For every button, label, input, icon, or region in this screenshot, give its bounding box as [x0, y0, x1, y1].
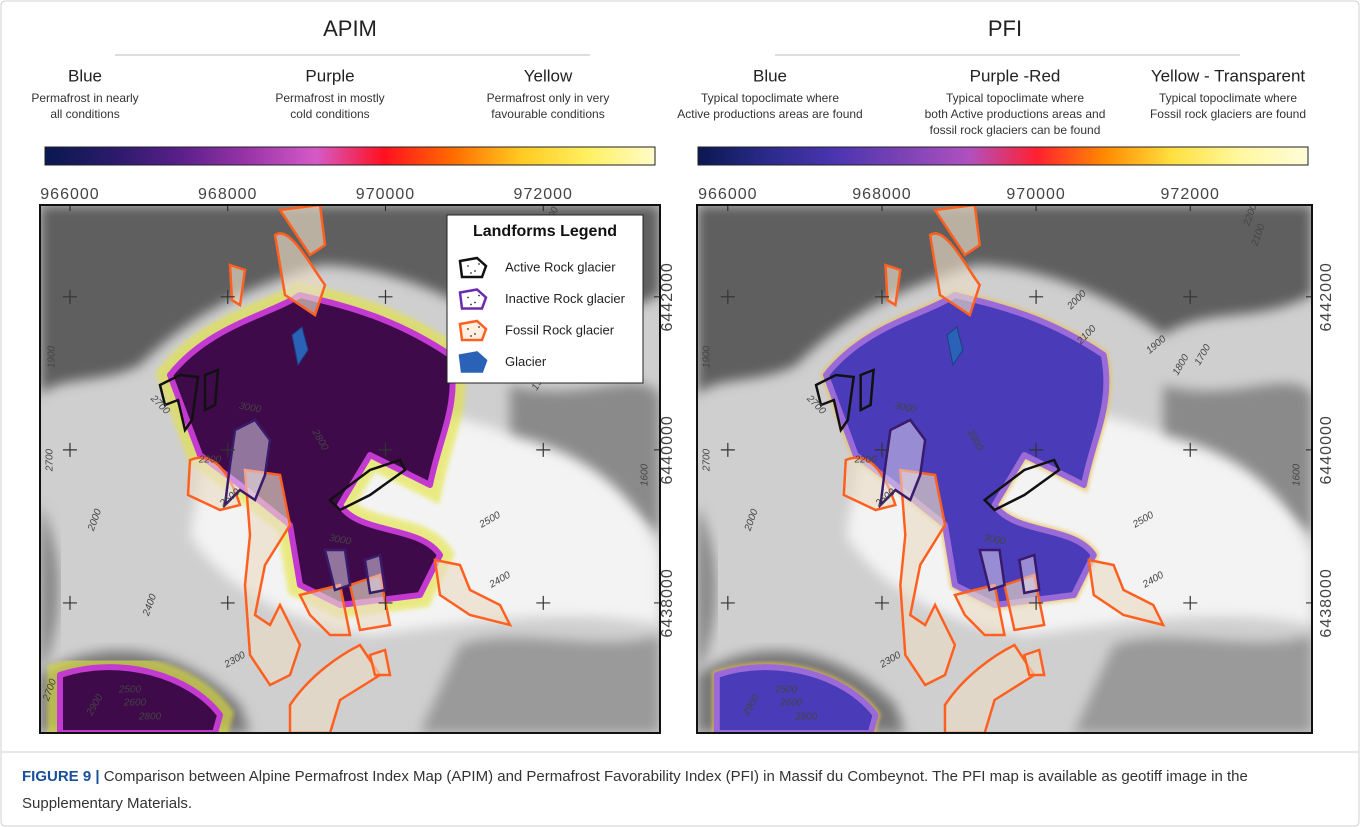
legend-description: Permafrost in mostly	[275, 91, 384, 105]
legend-heading: Yellow - Transparent	[1151, 66, 1306, 85]
legend-item: Glacier	[505, 354, 547, 369]
contour-label: 2800	[794, 712, 817, 723]
legend-description: Fossil rock glaciers are found	[1150, 107, 1306, 121]
contour-label: 2200	[198, 455, 222, 466]
legend-item: Inactive Rock glacier	[505, 291, 626, 306]
legend-description: Active productions areas are found	[677, 107, 862, 121]
x-tick-label: 966000	[40, 186, 99, 203]
contour-label: 1900	[702, 345, 713, 368]
panel-title: PFI	[988, 16, 1022, 41]
contour-label: 2500	[118, 685, 142, 696]
legend-icon-dot	[478, 295, 480, 297]
contour-label: 2600	[123, 698, 147, 709]
colorbar	[698, 147, 1308, 165]
contour-label: 2500	[774, 685, 797, 696]
legend-icon-dot	[474, 270, 476, 272]
legend-description: Permafrost in nearly	[31, 91, 138, 105]
x-tick-label: 970000	[356, 186, 415, 203]
x-tick-label: 968000	[852, 186, 911, 203]
legend-item: Fossil Rock glacier	[505, 322, 615, 337]
x-tick-label: 966000	[698, 186, 757, 203]
caption: FIGURE 9 | Comparison between Alpine Per…	[22, 763, 1340, 817]
x-tick-label: 972000	[1161, 186, 1220, 203]
contour-label: 2600	[779, 698, 802, 709]
x-tick-label: 970000	[1006, 186, 1065, 203]
legend-item: Active Rock glacier	[505, 259, 616, 274]
page: APIM Blue Permafrost in nearly all conditio…	[0, 0, 1360, 827]
y-tick-label: 6442000	[659, 262, 676, 331]
legend-heading: Blue	[753, 66, 787, 85]
legend-heading: Purple	[305, 66, 354, 85]
x-tick-label: 972000	[514, 186, 573, 203]
legend-description: Typical topoclimate where	[1159, 91, 1297, 105]
legend-icon-dot	[470, 304, 472, 306]
contour-label: 1900	[47, 345, 58, 368]
legend-heading: Blue	[68, 66, 102, 85]
legend-icon-dot	[474, 333, 476, 335]
legend-icon-dot	[470, 272, 472, 274]
contour-label: 1600	[1292, 463, 1303, 486]
fossil-rock-glacier	[370, 650, 390, 675]
contour-label: 2800	[138, 712, 162, 723]
panel-title: APIM	[323, 16, 377, 41]
y-tick-label: 6438000	[659, 568, 676, 637]
legend-description: Permafrost only in very	[487, 91, 610, 105]
colorbar	[45, 147, 655, 165]
legend-icon-dot	[467, 328, 469, 330]
legend-description: both Active productions areas and	[925, 107, 1106, 121]
legend-icon-dot	[478, 326, 480, 328]
contour-label: 1600	[640, 463, 651, 486]
legend-icon-dot	[467, 297, 469, 299]
legend-description: cold conditions	[290, 107, 369, 121]
figure: APIM Blue Permafrost in nearly all conditio…	[0, 0, 1360, 827]
legend-description: all conditions	[50, 107, 119, 121]
y-tick-label: 6442000	[1318, 262, 1335, 331]
legend-description: favourable conditions	[491, 107, 604, 121]
legend-heading: Purple -Red	[970, 66, 1061, 85]
y-tick-label: 6438000	[1318, 568, 1335, 637]
map: 2200210020002100190018001700190027003000…	[697, 202, 1312, 733]
y-tick-label: 6440000	[1318, 415, 1335, 484]
contour-label: 2700	[702, 448, 713, 472]
caption-text: Comparison between Alpine Permafrost Ind…	[22, 768, 1248, 812]
legend-description: Typical topoclimate where	[946, 91, 1084, 105]
legend-icon-dot	[478, 263, 480, 265]
landforms-legend-title: Landforms Legend	[473, 223, 617, 240]
contour-label: 2200	[854, 455, 877, 466]
legend-icon-dot	[474, 302, 476, 304]
legend-description: fossil rock glaciers can be found	[930, 123, 1101, 137]
legend-icon-dot	[470, 335, 472, 337]
inactive-rock-glacier	[1019, 555, 1039, 593]
caption-label: FIGURE 9 |	[22, 768, 100, 785]
y-tick-label: 6440000	[659, 415, 676, 484]
legend-heading: Yellow	[524, 66, 573, 85]
legend-description: Typical topoclimate where	[701, 91, 839, 105]
x-tick-label: 968000	[198, 186, 257, 203]
legend-icon-dot	[467, 265, 469, 267]
inactive-rock-glacier	[365, 555, 385, 593]
contour-label: 2700	[45, 448, 56, 472]
fossil-rock-glacier	[1024, 650, 1044, 675]
